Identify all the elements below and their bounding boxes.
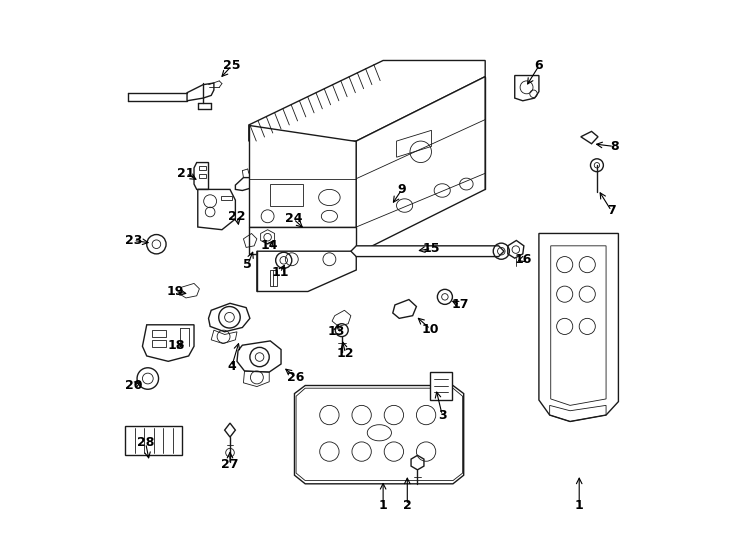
Polygon shape	[430, 372, 452, 400]
Text: 8: 8	[610, 140, 619, 153]
Text: 26: 26	[288, 371, 305, 384]
Text: 27: 27	[221, 458, 239, 471]
Polygon shape	[249, 60, 485, 141]
Text: 11: 11	[272, 266, 288, 279]
Polygon shape	[356, 77, 485, 254]
Text: 17: 17	[451, 299, 469, 312]
Text: 1: 1	[575, 499, 584, 512]
Polygon shape	[294, 386, 464, 484]
Polygon shape	[249, 125, 356, 227]
Text: 9: 9	[398, 183, 406, 196]
Text: 4: 4	[228, 360, 236, 373]
Text: 2: 2	[403, 499, 412, 512]
Text: 24: 24	[285, 212, 302, 226]
Text: 6: 6	[534, 59, 543, 72]
Text: 13: 13	[327, 325, 345, 338]
Polygon shape	[208, 303, 250, 332]
Text: 14: 14	[261, 239, 278, 252]
Text: 7: 7	[607, 205, 616, 218]
Text: 15: 15	[423, 242, 440, 255]
Polygon shape	[257, 251, 356, 292]
Polygon shape	[515, 76, 539, 101]
Polygon shape	[539, 233, 619, 422]
Polygon shape	[249, 227, 356, 254]
Text: 5: 5	[244, 258, 252, 271]
Text: 1: 1	[379, 499, 388, 512]
Polygon shape	[351, 246, 504, 256]
Text: 28: 28	[137, 436, 154, 449]
Polygon shape	[142, 325, 194, 361]
Text: 12: 12	[337, 347, 355, 360]
Text: 23: 23	[125, 234, 142, 247]
Text: 18: 18	[167, 339, 185, 352]
Text: 21: 21	[177, 167, 195, 180]
Text: 10: 10	[421, 322, 439, 335]
Polygon shape	[126, 426, 181, 455]
Text: 3: 3	[438, 409, 446, 422]
Text: 20: 20	[125, 379, 142, 392]
Text: 16: 16	[514, 253, 531, 266]
Text: 25: 25	[223, 59, 240, 72]
Text: 19: 19	[167, 285, 184, 298]
Polygon shape	[237, 341, 281, 372]
Text: 22: 22	[228, 210, 246, 223]
